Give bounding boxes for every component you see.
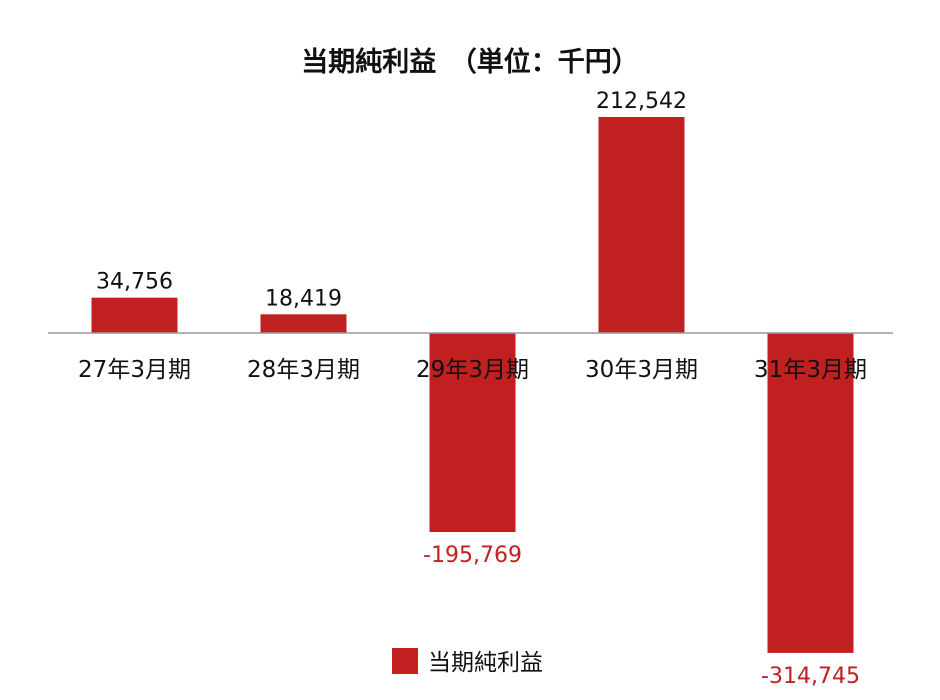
chart-title: 当期純利益 （単位：千円） [301, 46, 639, 78]
legend: 当期純利益 [392, 648, 543, 676]
bar-2 [260, 314, 347, 333]
category-label-3: 29年3月期 [416, 357, 529, 383]
category-label-2: 28年3月期 [247, 357, 360, 383]
bar-1 [91, 297, 178, 333]
bar-4 [598, 117, 685, 333]
bar-5 [767, 333, 854, 653]
data-label-3: -195,769 [423, 543, 522, 568]
bars-group [91, 117, 854, 653]
data-label-4: 212,542 [596, 89, 687, 114]
legend-swatch [392, 648, 418, 674]
category-label-4: 30年3月期 [585, 357, 698, 383]
data-labels: 34,756 18,419 -195,769 212,542 -314,745 [96, 89, 860, 689]
category-label-1: 27年3月期 [78, 357, 191, 383]
category-label-5: 31年3月期 [754, 357, 867, 383]
data-label-1: 34,756 [96, 270, 173, 295]
legend-label: 当期純利益 [428, 650, 543, 676]
bar-3 [429, 333, 516, 532]
category-labels: 27年3月期 28年3月期 29年3月期 30年3月期 31年3月期 [78, 357, 867, 383]
data-label-5: -314,745 [761, 664, 860, 689]
data-label-2: 18,419 [265, 286, 342, 311]
